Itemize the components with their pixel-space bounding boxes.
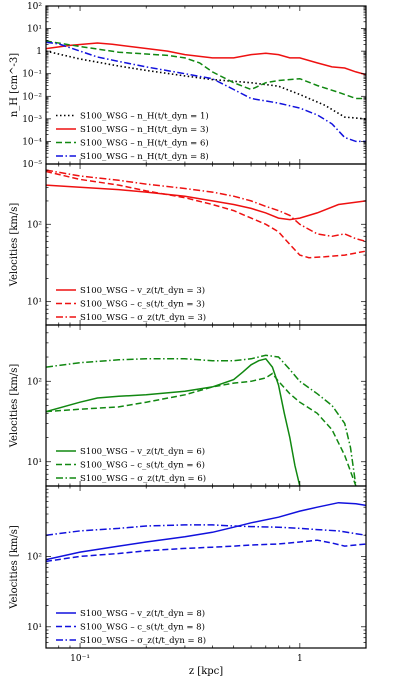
legend-entry: S100_WSG – n_H(t/t_dyn = 3)	[80, 124, 209, 135]
y-tick-label: 10¹	[27, 623, 42, 633]
y-tick-label: 10²	[27, 2, 42, 12]
y-axis-label: Velocities [km/s]	[9, 203, 20, 288]
series-line-2-3	[46, 169, 366, 243]
y-tick-label: 10⁻¹	[22, 70, 42, 80]
y-axis-label: Velocities [km/s]	[9, 364, 20, 449]
series-line-1-4	[46, 41, 366, 143]
legend-entry: S100_WSG – σ_z(t/t_dyn = 3)	[80, 312, 206, 323]
legend-entry: S100_WSG – c_s(t/t_dyn = 6)	[80, 460, 205, 471]
legend-entry: S100_WSG – σ_z(t/t_dyn = 6)	[80, 473, 206, 484]
panel-4: 10² 10¹ Velocities [km/s] 10⁻¹ 1 z [kpc] S100_…	[9, 485, 367, 677]
legend-entry: S100_WSG – n_H(t/t_dyn = 8)	[80, 151, 209, 162]
y-tick-label: 10²	[27, 220, 42, 230]
y-tick-label: 10⁻⁴	[22, 137, 42, 147]
series-line-3-1	[46, 357, 301, 486]
series-line-4-1	[46, 501, 366, 561]
x-axis-label: z [kpc]	[189, 666, 223, 677]
series-line-1-2	[46, 42, 366, 76]
y-axis-label: Velocities [km/s]	[9, 525, 20, 610]
series-line-2-2	[46, 170, 366, 259]
y-axis-label: n_H [cm^-3]	[9, 53, 20, 117]
y-tick-label: 10¹	[27, 458, 42, 468]
y-tick-label: 10¹	[27, 298, 42, 308]
series-line-3-3	[46, 354, 357, 486]
y-tick-label: 1	[36, 47, 42, 57]
panel-2: 10² 10¹ Velocities [km/s] S100_WSG – v_z(t/…	[9, 163, 367, 326]
series-line-3-2	[46, 372, 357, 486]
y-tick-label: 10¹	[27, 25, 42, 35]
y-tick-label: 10²	[27, 552, 42, 562]
legend-entry: S100_WSG – v_z(t/t_dyn = 8)	[80, 608, 205, 619]
legend-entry: S100_WSG – v_z(t/t_dyn = 6)	[80, 446, 205, 457]
legend-entry: S100_WSG – n_H(t/t_dyn = 1)	[80, 111, 209, 122]
legend-entry: S100_WSG – v_z(t/t_dyn = 3)	[80, 285, 205, 296]
panel-1: 10² 10¹ 1 10⁻¹ 10⁻² 10⁻³ 10⁻⁴ 10⁻⁵ n_H [cm^-3] S1…	[9, 2, 367, 170]
series-line-2-1	[46, 184, 366, 221]
y-tick-label: 10⁻²	[22, 92, 42, 102]
legend-entry: S100_WSG – c_s(t/t_dyn = 3)	[80, 299, 205, 310]
y-tick-label: 10⁻⁵	[22, 160, 42, 170]
legend-entry: S100_WSG – n_H(t/t_dyn = 6)	[80, 138, 209, 149]
legend-entry: S100_WSG – c_s(t/t_dyn = 8)	[80, 622, 205, 633]
panel-3: 10² 10¹ Velocities [km/s] S100_WSG – v_z(t/…	[9, 324, 367, 487]
series-line-1-3	[46, 40, 366, 100]
x-tick-label: 1	[297, 654, 303, 664]
y-tick-label: 10²	[27, 377, 42, 387]
series-line-4-3	[46, 524, 366, 536]
series-line-4-2	[46, 539, 366, 563]
y-tick-label: 10⁻³	[22, 115, 42, 125]
x-tick-label: 10⁻¹	[70, 654, 90, 664]
legend-entry: S100_WSG – σ_z(t/t_dyn = 8)	[80, 635, 206, 646]
